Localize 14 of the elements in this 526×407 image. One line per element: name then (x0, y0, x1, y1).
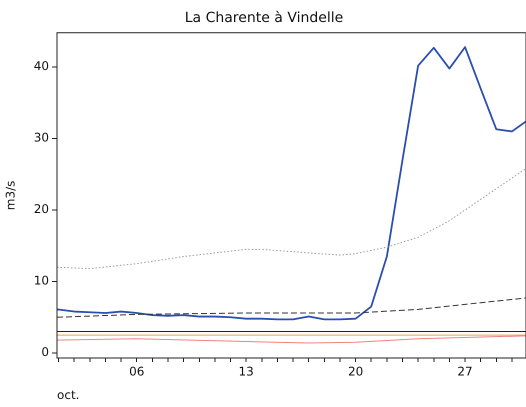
y-tick-label: 20 (34, 202, 49, 216)
y-tick-label: 10 (34, 274, 49, 288)
y-tick-label: 40 (34, 59, 49, 74)
line-series (57, 297, 526, 318)
x-tick-label: 06 (129, 364, 144, 378)
y-axis-title: m3/s (3, 180, 18, 210)
y-tick-label: 30 (34, 130, 49, 145)
x-tick-label: 13 (238, 364, 254, 378)
y-tick-label: 0 (41, 345, 49, 360)
x-tick-label: 27 (457, 364, 473, 378)
x-axis-title: oct. (57, 388, 80, 402)
chart-title: La Charente à Vindelle (184, 10, 344, 26)
x-tick-label: 20 (348, 364, 364, 378)
line-series (57, 168, 526, 270)
